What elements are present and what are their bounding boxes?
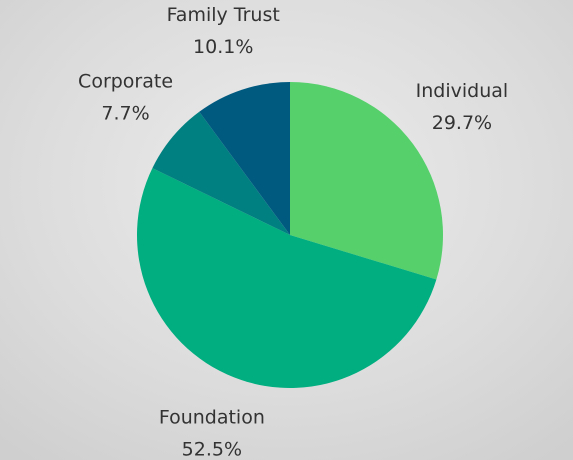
slice-label: Corporate [78,71,173,93]
slice-label: Family Trust [167,4,280,26]
pie-slice [290,82,444,280]
slice-value-label: 52.5% [182,439,242,460]
pie-slice [152,111,290,235]
slice-value-label: 10.1% [193,36,253,58]
slice-label: Individual [416,80,509,102]
slice-label: Foundation [159,407,265,429]
slice-value-label: 7.7% [101,103,149,125]
slice-value-label: 29.7% [432,112,492,134]
pie-slice [199,82,290,235]
pie-slice [137,168,437,388]
